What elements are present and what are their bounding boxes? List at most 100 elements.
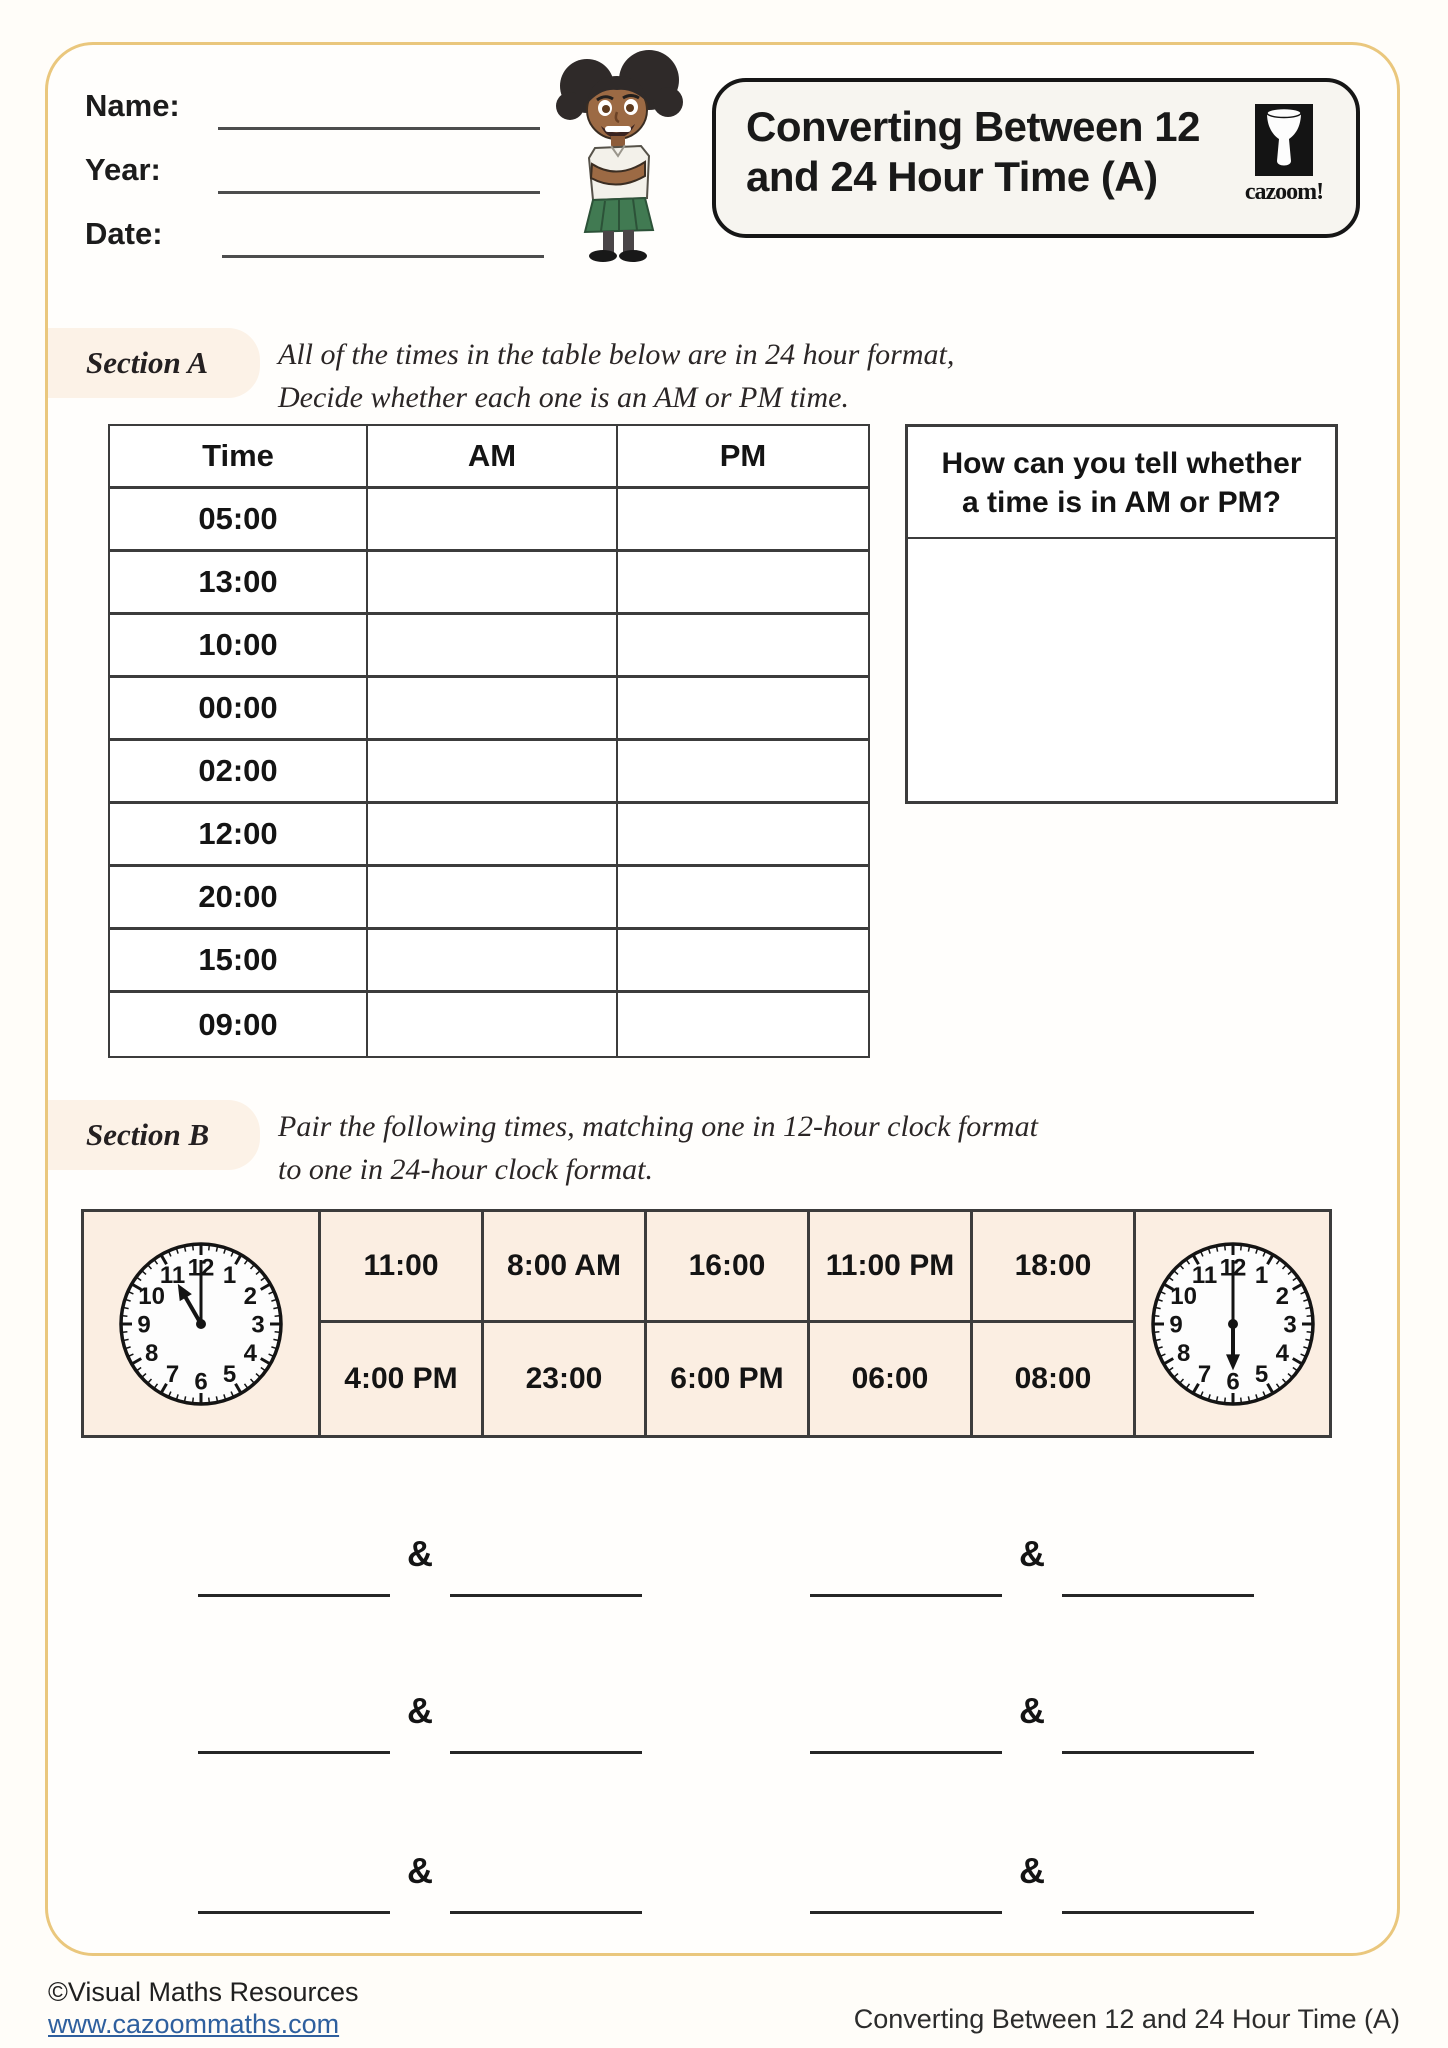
copyright-text: ©Visual Maths Resources [48, 1977, 359, 2007]
date-input-line[interactable] [222, 255, 544, 258]
hint-box-question: How can you tell whether a time is in AM… [908, 427, 1335, 539]
cazoom-logo: cazoom! [1232, 104, 1336, 206]
section-b-instruction: Pair the following times, matching one i… [278, 1105, 1038, 1191]
ampersand: & [407, 1690, 433, 1731]
svg-text:11: 11 [160, 1262, 185, 1289]
pm-answer-cell[interactable] [618, 993, 868, 1056]
page-title-line1: Converting Between 12 [746, 103, 1200, 150]
section-b-instruction-line1: Pair the following times, matching one i… [278, 1110, 1038, 1143]
footer-worksheet-title: Converting Between 12 and 24 Hour Time (… [853, 2004, 1400, 2034]
time-value-cell: 13:00 [110, 552, 368, 615]
hint-question-line2: a time is in AM or PM? [962, 486, 1281, 519]
pm-answer-cell[interactable] [618, 552, 868, 615]
ampersand: & [1019, 1850, 1045, 1891]
time-value-cell: 05:00 [110, 489, 368, 552]
website-link[interactable]: www.cazoommaths.com [48, 2009, 340, 2039]
answer-blank[interactable] [450, 1751, 642, 1754]
pm-answer-cell[interactable] [618, 615, 868, 678]
answer-blank[interactable] [450, 1594, 642, 1597]
answer-pair: & [198, 1533, 642, 1597]
year-label: Year: [85, 152, 161, 187]
svg-text:9: 9 [137, 1311, 150, 1338]
am-answer-cell[interactable] [368, 552, 618, 615]
answer-blank[interactable] [198, 1594, 390, 1597]
time-option-cell: 11:00 [318, 1212, 481, 1323]
title-box: Converting Between 12 and 24 Hour Time (… [712, 78, 1360, 238]
cazoom-logo-text: cazoom! [1244, 179, 1324, 205]
time-value-cell: 10:00 [110, 615, 368, 678]
page-title: Converting Between 12 and 24 Hour Time (… [746, 102, 1200, 202]
am-answer-cell[interactable] [368, 489, 618, 552]
year-input-line[interactable] [218, 191, 540, 194]
name-label: Name: [85, 88, 180, 123]
svg-text:2: 2 [244, 1283, 257, 1310]
svg-text:5: 5 [223, 1360, 236, 1387]
svg-text:6: 6 [1226, 1368, 1239, 1395]
am-answer-cell[interactable] [368, 804, 618, 867]
am-answer-cell[interactable] [368, 615, 618, 678]
am-answer-cell[interactable] [368, 930, 618, 993]
table-a-header-time: Time [110, 426, 368, 489]
answer-blank[interactable] [1062, 1594, 1254, 1597]
svg-text:10: 10 [138, 1283, 165, 1310]
time-value-cell: 02:00 [110, 741, 368, 804]
student-character-illustration [545, 50, 705, 267]
djembe-drum-icon [1255, 104, 1313, 180]
answer-blank[interactable] [1062, 1911, 1254, 1914]
answer-blank[interactable] [1062, 1751, 1254, 1754]
section-a-instruction: All of the times in the table below are … [278, 333, 954, 419]
answer-blank[interactable] [198, 1751, 390, 1754]
time-option-cell: 16:00 [644, 1212, 807, 1323]
am-answer-cell[interactable] [368, 993, 618, 1056]
time-option-cell: 11:00 PM [807, 1212, 970, 1323]
time-value-cell: 12:00 [110, 804, 368, 867]
answer-blank[interactable] [810, 1751, 1002, 1754]
svg-text:1: 1 [223, 1262, 236, 1289]
answer-blank[interactable] [450, 1911, 642, 1914]
pm-answer-cell[interactable] [618, 489, 868, 552]
answer-blank[interactable] [810, 1594, 1002, 1597]
am-answer-cell[interactable] [368, 741, 618, 804]
svg-text:8: 8 [1176, 1340, 1189, 1367]
section-a-instruction-line2: Decide whether each one is an AM or PM t… [278, 381, 849, 414]
section-b-table: 1 2 3 4 5 6 7 8 9 10 11 12 11:00 8:00 AM 16:00 11:0… [81, 1209, 1332, 1438]
answer-pair: & [198, 1690, 642, 1754]
svg-text:2: 2 [1275, 1283, 1288, 1310]
am-answer-cell[interactable] [368, 867, 618, 930]
svg-text:11: 11 [1191, 1262, 1216, 1289]
section-a-label: Section A [48, 328, 260, 398]
pm-answer-cell[interactable] [618, 930, 868, 993]
table-a-header-am: AM [368, 426, 618, 489]
answer-blank[interactable] [810, 1911, 1002, 1914]
answer-blank[interactable] [198, 1911, 390, 1914]
section-b-instruction-line2: to one in 24-hour clock format. [278, 1153, 653, 1186]
answer-pair: & [810, 1690, 1254, 1754]
pm-answer-cell[interactable] [618, 867, 868, 930]
pm-answer-cell[interactable] [618, 741, 868, 804]
svg-text:8: 8 [145, 1340, 158, 1367]
pm-answer-cell[interactable] [618, 804, 868, 867]
time-option-cell: 08:00 [970, 1323, 1133, 1435]
name-input-line[interactable] [218, 127, 540, 130]
hint-question-line1: How can you tell whether [941, 447, 1302, 480]
am-answer-cell[interactable] [368, 678, 618, 741]
section-a-instruction-line1: All of the times in the table below are … [278, 338, 955, 371]
svg-text:7: 7 [1197, 1360, 1210, 1387]
table-a-header-pm: PM [618, 426, 868, 489]
section-a-table: Time AM PM 05:00 13:00 10:00 00:00 02:00… [108, 424, 870, 1058]
svg-text:1: 1 [1254, 1262, 1267, 1289]
hint-answer-area[interactable] [908, 539, 1335, 754]
time-value-cell: 20:00 [110, 867, 368, 930]
time-option-cell: 4:00 PM [318, 1323, 481, 1435]
time-value-cell: 00:00 [110, 678, 368, 741]
time-option-cell: 6:00 PM [644, 1323, 807, 1435]
ampersand: & [407, 1533, 433, 1574]
svg-text:7: 7 [166, 1360, 179, 1387]
time-option-cell: 8:00 AM [481, 1212, 644, 1323]
page-title-line2: and 24 Hour Time (A) [746, 153, 1158, 200]
answer-pair: & [810, 1533, 1254, 1597]
time-option-cell: 06:00 [807, 1323, 970, 1435]
svg-text:3: 3 [1283, 1311, 1296, 1338]
pm-answer-cell[interactable] [618, 678, 868, 741]
